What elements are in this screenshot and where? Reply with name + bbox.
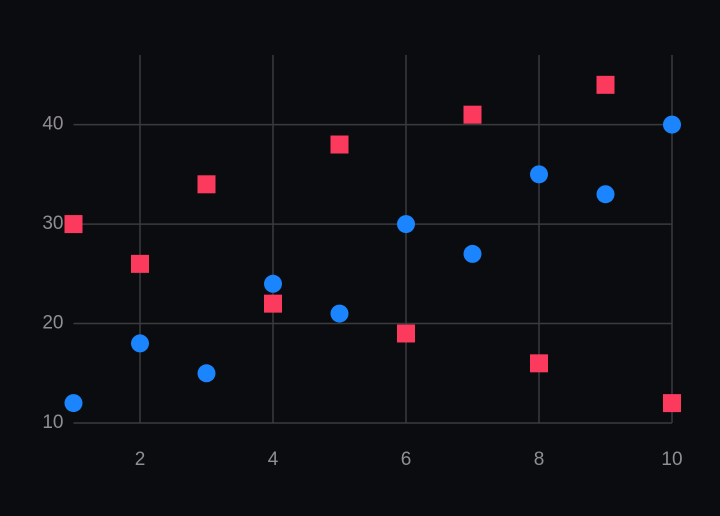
point: [397, 215, 415, 234]
point: [264, 274, 282, 293]
point: [397, 324, 415, 343]
point: [330, 135, 349, 154]
x-tick-label: 8: [534, 449, 545, 470]
point: [131, 334, 149, 353]
point: [330, 304, 349, 323]
point: [64, 394, 83, 413]
point: [264, 294, 282, 313]
x-tick-label: 6: [401, 449, 412, 470]
point: [530, 354, 548, 373]
point: [197, 364, 216, 383]
point: [596, 75, 615, 94]
x-tick-label: 2: [135, 449, 146, 470]
point: [197, 175, 216, 194]
x-tick-label: 10: [661, 449, 682, 470]
y-tick-label: 40: [42, 114, 63, 135]
y-tick-label: 20: [42, 313, 63, 334]
x-tick-label: 4: [268, 449, 279, 470]
point: [596, 185, 615, 204]
point: [663, 394, 681, 413]
point: [64, 215, 83, 234]
y-tick-label: 30: [42, 213, 63, 234]
point: [463, 244, 482, 263]
point: [663, 115, 681, 134]
point: [463, 105, 482, 124]
y-tick-label: 10: [42, 412, 63, 433]
point: [131, 254, 149, 273]
point: [530, 165, 548, 184]
